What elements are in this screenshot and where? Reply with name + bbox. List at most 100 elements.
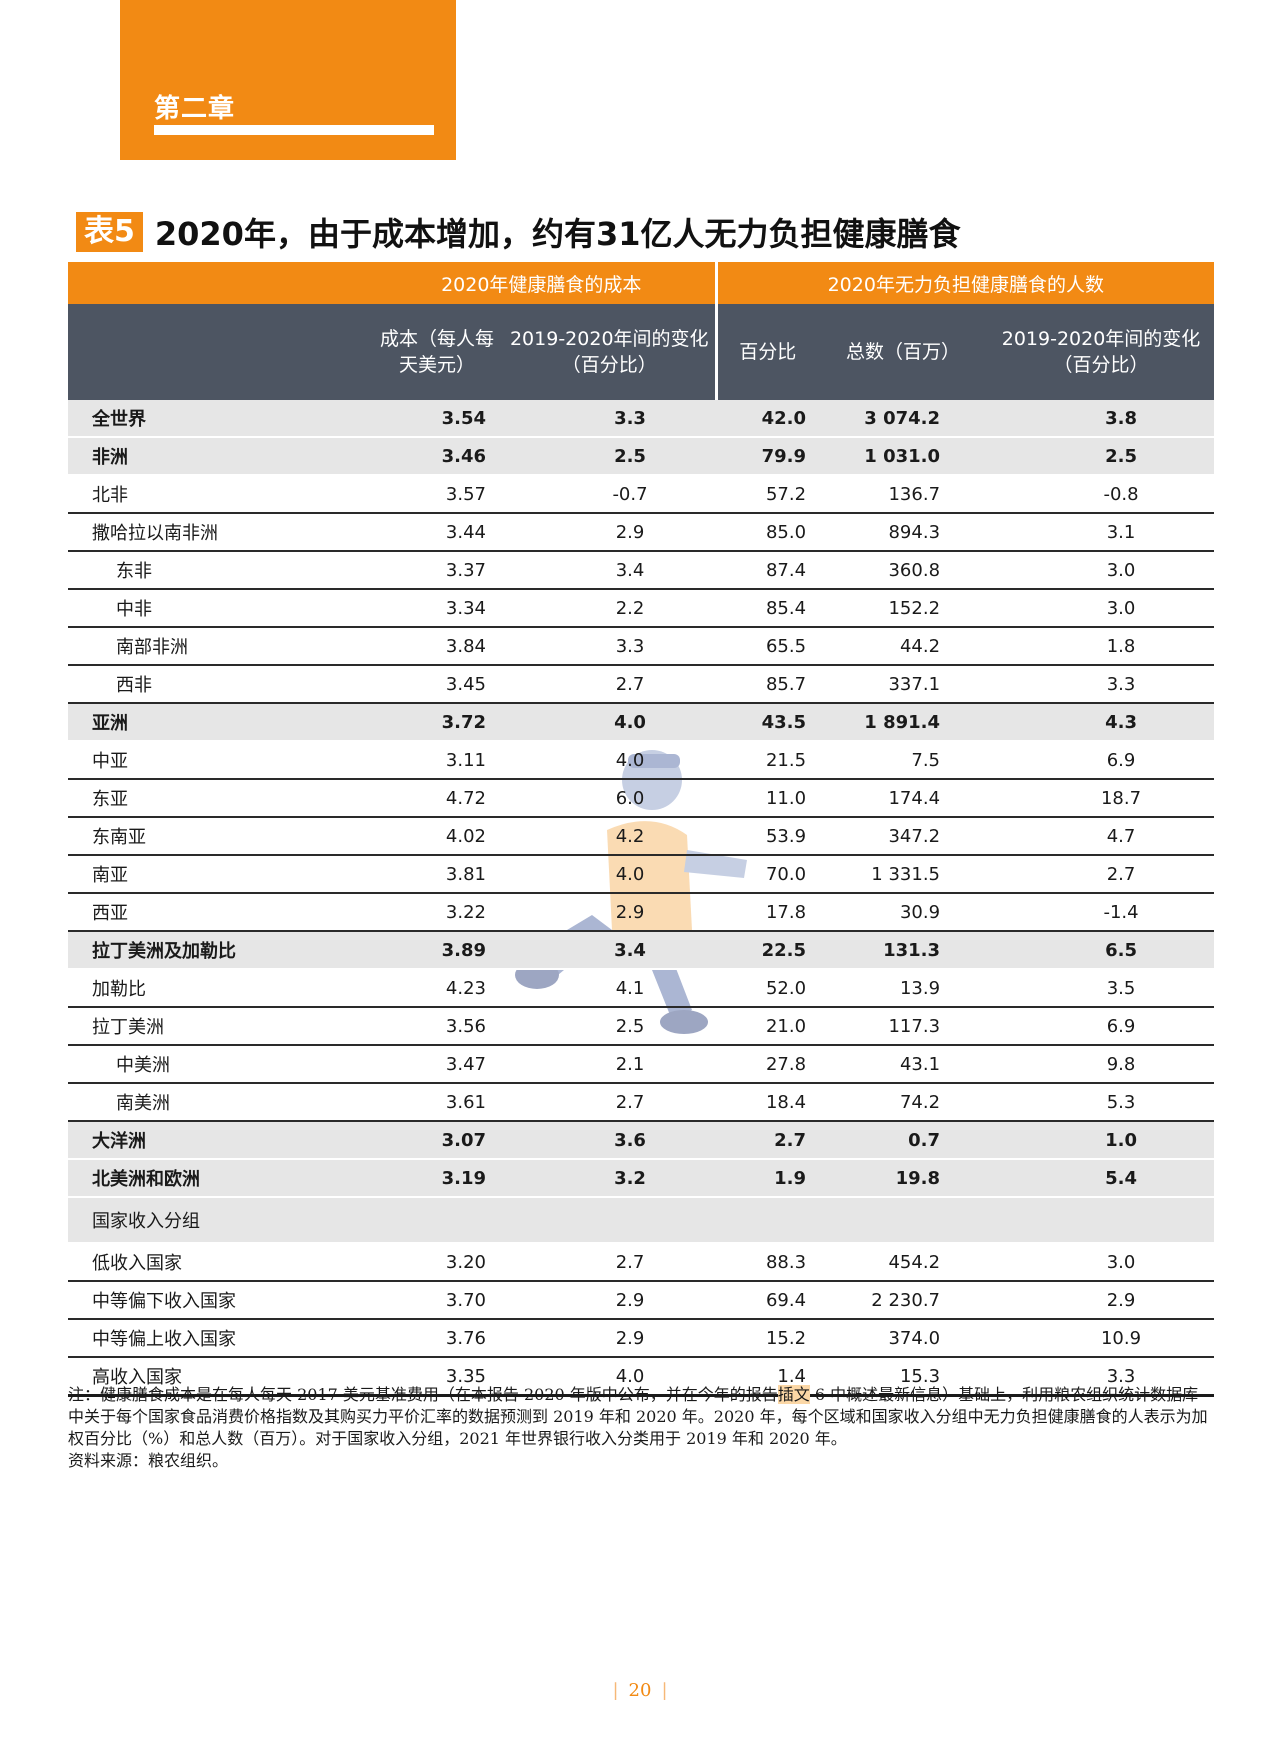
row-value: 3.4 bbox=[504, 931, 717, 970]
row-value: 3.20 bbox=[368, 1243, 504, 1282]
row-value: -0.7 bbox=[504, 475, 717, 514]
row-value: 22.5 bbox=[716, 931, 819, 970]
row-label: 南部非洲 bbox=[68, 627, 368, 666]
row-value: 3.54 bbox=[368, 400, 504, 438]
row-value: 3.3 bbox=[988, 665, 1215, 704]
row-label: 亚洲 bbox=[68, 703, 368, 742]
row-value: 43.5 bbox=[716, 703, 819, 742]
row-value: 2.9 bbox=[504, 893, 717, 932]
table-row: 中等偏下收入国家 3.70 2.9 69.4 2 230.7 2.9 bbox=[68, 1281, 1215, 1320]
row-label: 西亚 bbox=[68, 893, 368, 932]
row-value: 3.35 bbox=[368, 1357, 504, 1397]
row-value bbox=[716, 1197, 819, 1244]
row-value: 3.3 bbox=[504, 400, 717, 438]
row-value: 9.8 bbox=[988, 1045, 1215, 1084]
table-row: 北非 3.57 -0.7 57.2 136.7 -0.8 bbox=[68, 475, 1215, 514]
row-value: 2.2 bbox=[504, 589, 717, 628]
row-value: 454.2 bbox=[818, 1243, 989, 1282]
row-value: 43.1 bbox=[818, 1045, 989, 1084]
row-value: 2.5 bbox=[504, 1007, 717, 1046]
row-value: 85.0 bbox=[716, 513, 819, 552]
row-value: 42.0 bbox=[716, 400, 819, 438]
row-value: 7.5 bbox=[818, 741, 989, 780]
row-value: 2.1 bbox=[504, 1045, 717, 1084]
healthy-diet-table: 2020年健康膳食的成本 2020年无力负担健康膳食的人数 成本（每人每天美元）… bbox=[68, 262, 1215, 1397]
row-value: 1 891.4 bbox=[818, 703, 989, 742]
row-value: 347.2 bbox=[818, 817, 989, 856]
row-value: -1.4 bbox=[988, 893, 1215, 932]
row-value: 1.9 bbox=[716, 1159, 819, 1198]
page-number: 20 bbox=[628, 1680, 652, 1701]
row-value: 3.46 bbox=[368, 437, 504, 476]
table-row: 大洋洲 3.07 3.6 2.7 0.7 1.0 bbox=[68, 1121, 1215, 1160]
row-value: 0.7 bbox=[818, 1121, 989, 1160]
row-value: 3.34 bbox=[368, 589, 504, 628]
row-value: 79.9 bbox=[716, 437, 819, 476]
row-label: 非洲 bbox=[68, 437, 368, 476]
row-value: 1 031.0 bbox=[818, 437, 989, 476]
table-notes: 注：健康膳食成本是在每人每天 2017 美元基准费用（在本报告 2020 年版中… bbox=[68, 1384, 1214, 1472]
row-label: 低收入国家 bbox=[68, 1243, 368, 1282]
table-column-header-row: 成本（每人每天美元） 2019-2020年间的变化（百分比） 百分比 总数（百万… bbox=[68, 304, 1215, 400]
source-text: 资料来源：粮农组织。 bbox=[68, 1451, 229, 1470]
chapter-title: 第二章 bbox=[154, 94, 236, 124]
table-body: 全世界 3.54 3.3 42.0 3 074.2 3.8 非洲 3.46 2.5 79.9 1 0… bbox=[68, 400, 1215, 1397]
row-value: 360.8 bbox=[818, 551, 989, 590]
row-value: 3.0 bbox=[988, 551, 1215, 590]
row-label: 大洋洲 bbox=[68, 1121, 368, 1160]
row-value: 136.7 bbox=[818, 475, 989, 514]
table-row: 撒哈拉以南非洲 3.44 2.9 85.0 894.3 3.1 bbox=[68, 513, 1215, 552]
row-value: 2.9 bbox=[504, 1281, 717, 1320]
row-value: 53.9 bbox=[716, 817, 819, 856]
row-value: 4.3 bbox=[988, 703, 1215, 742]
table-row: 拉丁美洲 3.56 2.5 21.0 117.3 6.9 bbox=[68, 1007, 1215, 1046]
row-label: 中亚 bbox=[68, 741, 368, 780]
table-row: 东非 3.37 3.4 87.4 360.8 3.0 bbox=[68, 551, 1215, 590]
row-value: 4.2 bbox=[504, 817, 717, 856]
row-value: 894.3 bbox=[818, 513, 989, 552]
row-value: 1.4 bbox=[716, 1357, 819, 1397]
row-value: 11.0 bbox=[716, 779, 819, 818]
row-value: 10.9 bbox=[988, 1319, 1215, 1358]
row-value: 3.70 bbox=[368, 1281, 504, 1320]
table-row: 南美洲 3.61 2.7 18.4 74.2 5.3 bbox=[68, 1083, 1215, 1122]
table-row: 低收入国家 3.20 2.7 88.3 454.2 3.0 bbox=[68, 1243, 1215, 1282]
row-value: 5.3 bbox=[988, 1083, 1215, 1122]
row-value: 4.0 bbox=[504, 1357, 717, 1397]
table-row: 北美洲和欧洲 3.19 3.2 1.9 19.8 5.4 bbox=[68, 1159, 1215, 1198]
row-value: 27.8 bbox=[716, 1045, 819, 1084]
column-header-people-change: 2019-2020年间的变化（百分比） bbox=[988, 304, 1215, 400]
row-value: 3.4 bbox=[504, 551, 717, 590]
row-value: 4.72 bbox=[368, 779, 504, 818]
row-value: 70.0 bbox=[716, 855, 819, 894]
group-header-blank bbox=[68, 262, 368, 304]
row-value: 87.4 bbox=[716, 551, 819, 590]
row-label: 中非 bbox=[68, 589, 368, 628]
row-value: 2.7 bbox=[988, 855, 1215, 894]
row-label: 北非 bbox=[68, 475, 368, 514]
row-value: 3.76 bbox=[368, 1319, 504, 1358]
row-label: 全世界 bbox=[68, 400, 368, 438]
row-value bbox=[368, 1197, 504, 1244]
row-value: 374.0 bbox=[818, 1319, 989, 1358]
table-title: 2020年，由于成本增加，约有31亿人无力负担健康膳食 bbox=[154, 215, 961, 253]
row-value: 21.0 bbox=[716, 1007, 819, 1046]
table-row: 中非 3.34 2.2 85.4 152.2 3.0 bbox=[68, 589, 1215, 628]
row-value: 3.3 bbox=[504, 627, 717, 666]
row-value: 74.2 bbox=[818, 1083, 989, 1122]
group-header-unaffordable: 2020年无力负担健康膳食的人数 bbox=[714, 262, 1215, 304]
row-value: 19.8 bbox=[818, 1159, 989, 1198]
row-value: 3.0 bbox=[988, 589, 1215, 628]
row-value: 3.3 bbox=[988, 1357, 1215, 1397]
table-row: 东南亚 4.02 4.2 53.9 347.2 4.7 bbox=[68, 817, 1215, 856]
row-value: 57.2 bbox=[716, 475, 819, 514]
row-label: 西非 bbox=[68, 665, 368, 704]
row-value: 88.3 bbox=[716, 1243, 819, 1282]
row-value: 3.72 bbox=[368, 703, 504, 742]
row-value: 18.7 bbox=[988, 779, 1215, 818]
row-label: 国家收入分组 bbox=[68, 1197, 368, 1244]
row-label: 高收入国家 bbox=[68, 1357, 368, 1397]
table-title-row: 表5 2020年，由于成本增加，约有31亿人无力负担健康膳食 bbox=[76, 212, 961, 253]
row-value: 5.4 bbox=[988, 1159, 1215, 1198]
group-header-cost: 2020年健康膳食的成本 bbox=[368, 262, 717, 304]
